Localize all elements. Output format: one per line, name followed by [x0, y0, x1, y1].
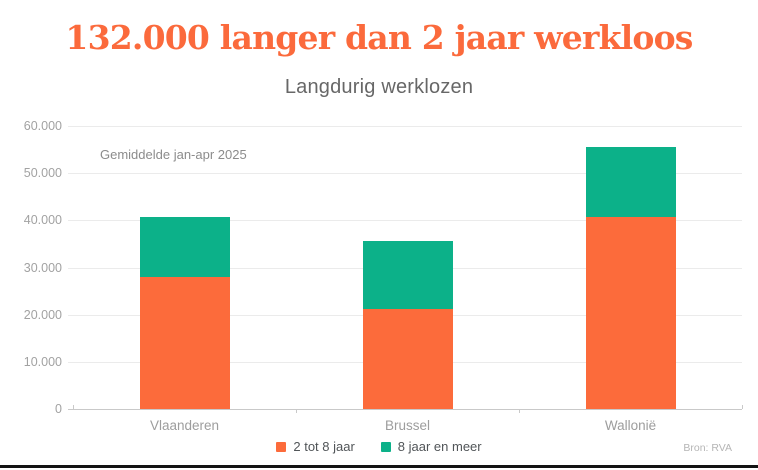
y-axis-tick-label: 10.000 — [23, 354, 62, 369]
legend-swatch-icon — [276, 441, 287, 452]
x-axis-tick — [742, 405, 743, 409]
bar-segment-vlaanderen-2-tot-8-jaar[interactable] — [139, 277, 230, 409]
legend-item-8-jaar-en-meer[interactable]: 8 jaar en meer — [380, 439, 482, 454]
x-axis-label-wallonië: Wallonië — [604, 418, 657, 433]
chart-subtitle: Langdurig werklozen — [284, 76, 474, 98]
bar-segment-wallonië-8-jaar-en-meer[interactable] — [585, 146, 676, 218]
legend-swatch-icon — [380, 441, 391, 452]
y-axis-tick-label: 50.000 — [23, 166, 62, 181]
bar-segment-brussel-8-jaar-en-meer[interactable] — [362, 240, 453, 309]
annotation-label: Gemiddelde jan-apr 2025 — [100, 147, 247, 162]
y-axis-tick-label: 0 — [55, 402, 62, 416]
x-axis-tick — [296, 409, 297, 413]
legend: 2 tot 8 jaar 8 jaar en meer — [0, 439, 758, 454]
y-axis-tick-label: 40.000 — [23, 213, 62, 228]
source-label: Bron: RVA — [683, 442, 732, 454]
x-axis-label-brussel: Brussel — [384, 418, 431, 433]
legend-item-label: 8 jaar en meer — [397, 439, 482, 454]
x-axis-label-vlaanderen: Vlaanderen — [149, 418, 220, 433]
x-axis-tick — [73, 405, 74, 409]
gridline-60000 — [68, 126, 742, 127]
bar-segment-wallonië-2-tot-8-jaar[interactable] — [585, 217, 676, 409]
legend-item-label: 2 tot 8 jaar — [293, 439, 355, 454]
y-axis-tick-label: 30.000 — [23, 260, 62, 275]
y-axis-tick-label: 20.000 — [23, 307, 62, 322]
y-axis-tick-label: 60.000 — [23, 119, 62, 133]
x-axis-line — [68, 409, 742, 410]
gridline-50000 — [68, 173, 742, 175]
x-axis-tick — [519, 409, 520, 413]
bar-segment-vlaanderen-8-jaar-en-meer[interactable] — [139, 217, 230, 278]
bottom-border-bar — [0, 465, 758, 468]
chart-title: 132.000 langer dan 2 jaar werkloos — [65, 18, 693, 57]
bar-segment-brussel-2-tot-8-jaar[interactable] — [362, 309, 453, 409]
gridline-40000 — [68, 220, 742, 222]
legend-item-2-tot-8-jaar[interactable]: 2 tot 8 jaar — [276, 439, 355, 454]
